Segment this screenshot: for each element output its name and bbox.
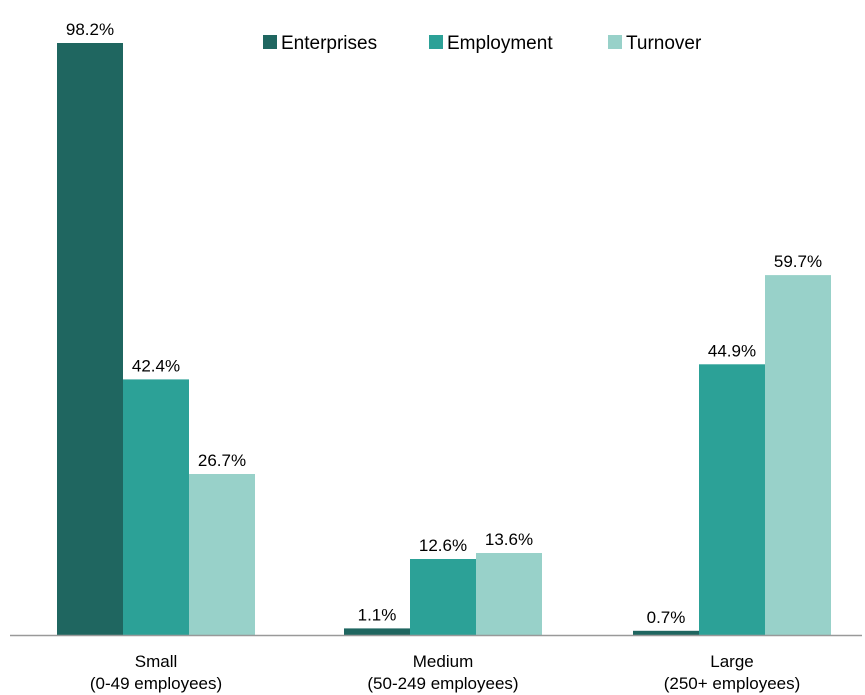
bar-employment-medium — [410, 559, 476, 635]
bars-group — [57, 43, 831, 635]
bar-turnover-large — [765, 275, 831, 635]
bar-employment-large — [699, 364, 765, 635]
category-label-large-line1: Large — [710, 652, 753, 671]
category-label-medium-line1: Medium — [413, 652, 473, 671]
data-label-employment-small: 42.4% — [132, 356, 180, 375]
legend-label-employment: Employment — [447, 33, 553, 54]
data-label-enterprises-small: 98.2% — [66, 20, 114, 39]
data-label-enterprises-large: 0.7% — [647, 608, 686, 627]
category-label-large-line2: (250+ employees) — [664, 674, 801, 693]
category-label-small-line1: Small — [135, 652, 178, 671]
bar-turnover-medium — [476, 553, 542, 635]
data-label-turnover-large: 59.7% — [774, 252, 822, 271]
legend-label-enterprises: Enterprises — [281, 33, 377, 54]
bar-enterprises-medium — [344, 628, 410, 635]
bar-enterprises-large — [633, 630, 699, 635]
data-label-employment-large: 44.9% — [708, 341, 756, 360]
legend: Enterprises Employment Turnover — [263, 33, 702, 54]
legend-swatch-employment — [429, 35, 443, 49]
legend-swatch-enterprises — [263, 35, 277, 49]
data-labels-group: 98.2% 42.4% 26.7% 1.1% 12.6% 13.6% 0.7% 44.9% 59… — [66, 20, 822, 627]
data-label-turnover-small: 26.7% — [198, 451, 246, 470]
category-label-medium-line2: (50-249 employees) — [367, 674, 518, 693]
data-label-employment-medium: 12.6% — [419, 536, 467, 555]
bar-enterprises-small — [57, 43, 123, 635]
category-label-small-line2: (0-49 employees) — [90, 674, 222, 693]
legend-label-turnover: Turnover — [626, 33, 702, 54]
data-label-enterprises-medium: 1.1% — [358, 605, 397, 624]
legend-swatch-turnover — [608, 35, 622, 49]
bar-turnover-small — [189, 474, 255, 635]
category-labels-group: Small (0-49 employees) Medium (50-249 emplo… — [90, 652, 800, 693]
data-label-turnover-medium: 13.6% — [485, 530, 533, 549]
bar-employment-small — [123, 379, 189, 635]
